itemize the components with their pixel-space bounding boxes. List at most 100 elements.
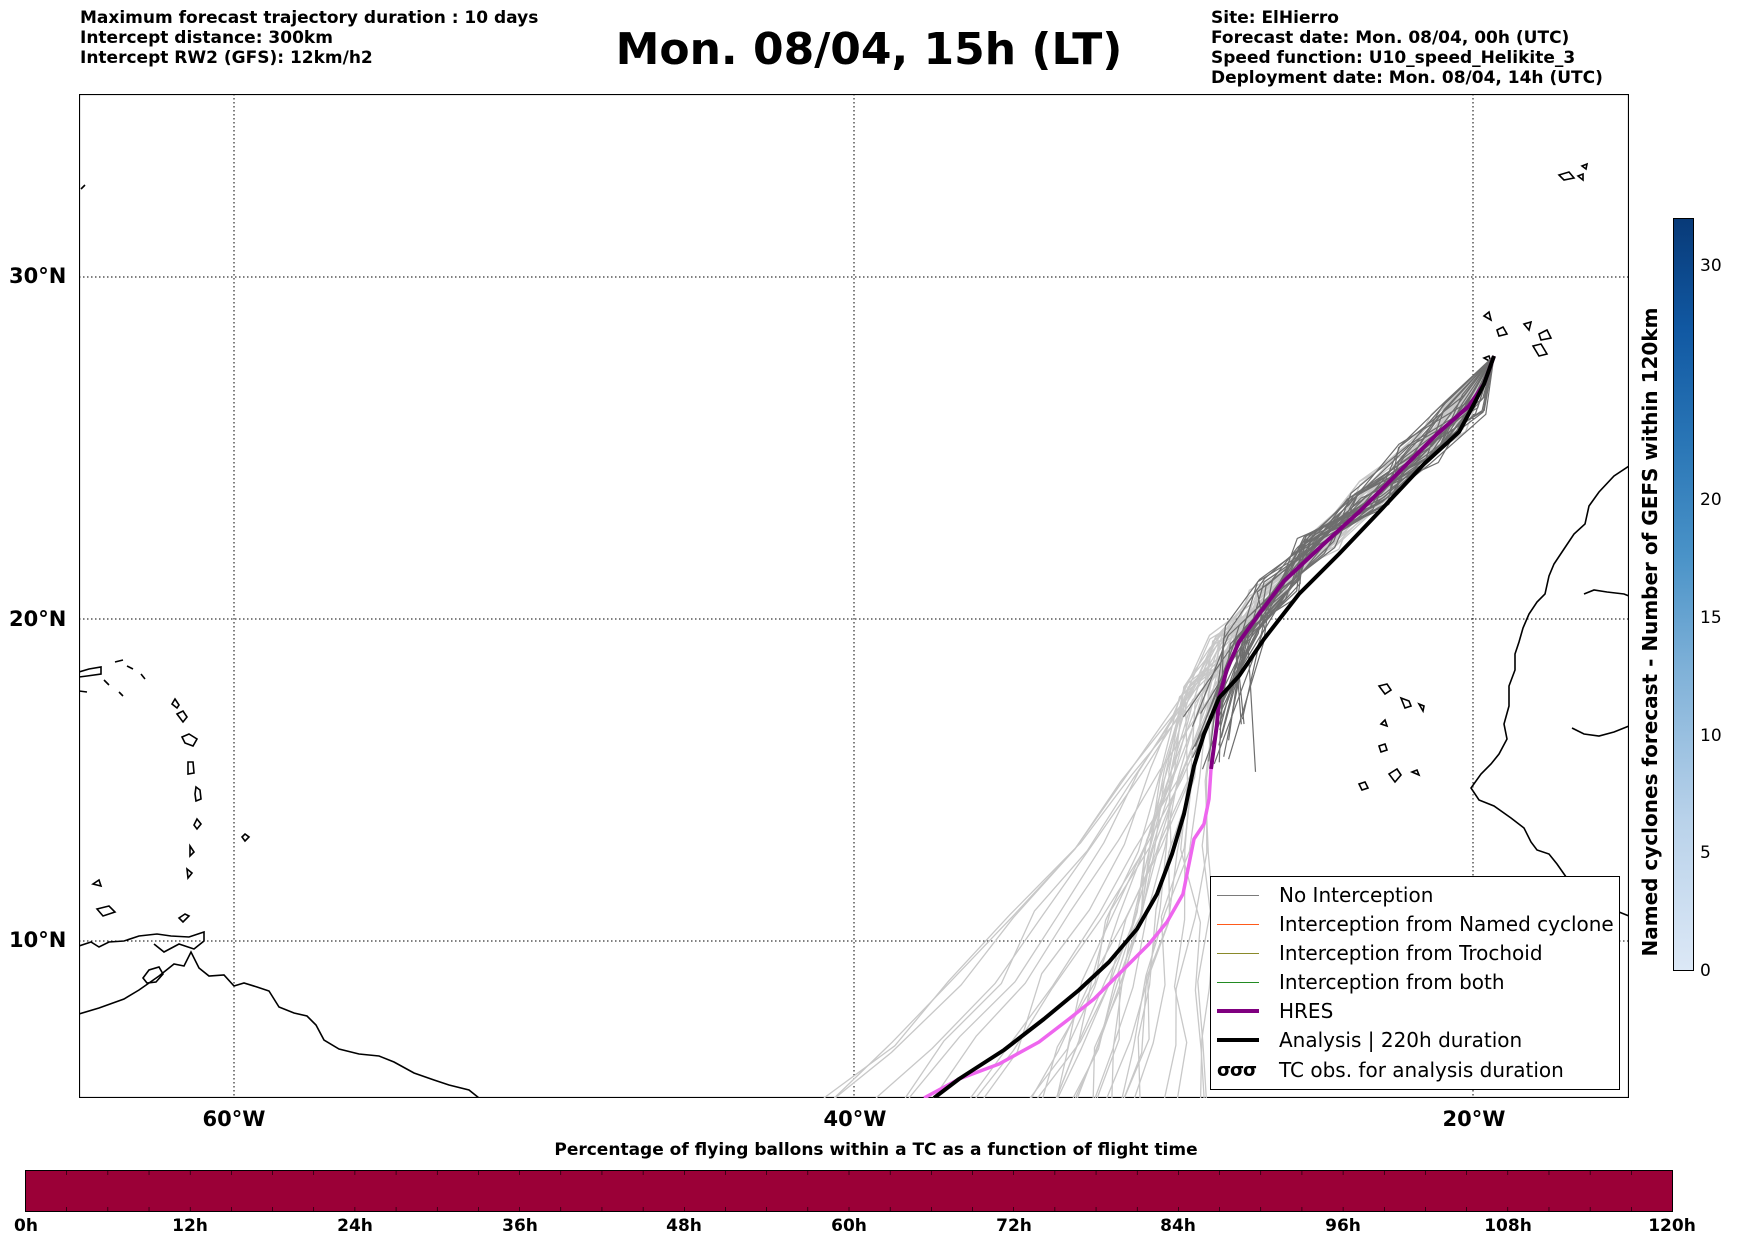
canary-2: [1496, 325, 1509, 337]
time-tick-0h: 0h: [14, 1216, 38, 1236]
time-tick-48h: 48h: [666, 1216, 702, 1236]
legend-item-analysis: Analysis | 220h duration: [1217, 1028, 1522, 1052]
trajectory-layer: [823, 355, 1495, 1099]
lesser-antilles-8: [185, 867, 194, 881]
cape-verde-4: [1377, 742, 1389, 754]
colorbar-tick-10: 10: [1700, 726, 1722, 746]
lesser-antilles-1: [170, 697, 180, 710]
lesser-antilles-5: [194, 785, 202, 803]
lat-label-20n: 20°N: [9, 607, 67, 631]
no-interception-trajectory: [1215, 355, 1495, 705]
no-interception-trajectory: [1208, 355, 1495, 762]
legend-item-both: Interception from both: [1217, 970, 1505, 994]
time-tick-84h: 84h: [1160, 1216, 1196, 1236]
legend-label: Interception from both: [1279, 970, 1505, 994]
curacao: [95, 905, 117, 917]
colorbar-tick-5: 5: [1700, 843, 1711, 863]
virgin-islands: [114, 659, 146, 680]
page-title: Mon. 08/04, 15h (LT): [615, 24, 1123, 75]
time-tick-108h: 108h: [1484, 1216, 1532, 1236]
page-title-wrap: Mon. 08/04, 15h (LT): [0, 24, 1752, 75]
site-text: Site: ElHierro: [1211, 8, 1339, 28]
cape-verde-9: [1580, 162, 1589, 171]
trinidad-coast: [141, 966, 164, 984]
lesser-antilles-6: [193, 817, 203, 831]
lon-label-20w: 20°W: [1442, 1107, 1506, 1131]
aruba: [91, 878, 103, 888]
tc-symbol-icon: σσσ: [1217, 1059, 1257, 1081]
colorbar-tick-0: 0: [1700, 961, 1711, 981]
map-legend: No Interception Interception from Named …: [1210, 876, 1620, 1090]
lat-label-10n: 10°N: [9, 928, 67, 952]
time-tick-96h: 96h: [1325, 1216, 1361, 1236]
legend-label: HRES: [1279, 999, 1334, 1023]
no-interception-trajectory: [1182, 355, 1495, 718]
bottom-bar-title: Percentage of flying ballons within a TC…: [554, 1140, 1198, 1160]
canary-5: [1522, 320, 1533, 332]
legend-label: No Interception: [1279, 883, 1434, 907]
colorbar-title: Named cyclones forecast - Number of GEFS…: [1638, 307, 1662, 957]
cape-verde-8: [1379, 718, 1389, 728]
cape-verde-6: [1387, 767, 1403, 784]
cape-verde-2: [1399, 696, 1413, 709]
canary-3: [1482, 310, 1493, 322]
small-islands-west: [78, 184, 124, 697]
no-interception-trajectory: [1204, 355, 1495, 736]
flight-time-bar: [25, 1170, 1673, 1212]
canary-4: [1531, 343, 1549, 357]
lesser-antilles-3: [180, 733, 199, 747]
lon-label-60w: 60°W: [202, 1107, 266, 1131]
time-tick-12h: 12h: [172, 1216, 208, 1236]
selvagens: [1576, 172, 1584, 182]
cape-verde-3: [1417, 702, 1425, 714]
legend-swatch: [1217, 981, 1259, 983]
flight-time-bar-ticks: [25, 1170, 1673, 1212]
hres-extended-trajectory: [923, 768, 1213, 1100]
max-duration-text: Maximum forecast trajectory duration : 1…: [80, 8, 539, 28]
venezuela-gulf: [78, 930, 205, 953]
colorbar-tick-30: 30: [1700, 256, 1722, 276]
colorbar-tick-20: 20: [1700, 490, 1722, 510]
lon-label-40w: 40°W: [823, 1107, 887, 1131]
legend-item-tc-obs: σσσ TC obs. for analysis duration: [1217, 1058, 1564, 1082]
time-tick-72h: 72h: [996, 1216, 1032, 1236]
lesser-antilles-7: [189, 843, 196, 858]
flight-time-bar-fill: [25, 1170, 1673, 1212]
cape-verde-5: [1357, 781, 1370, 791]
lesser-antilles-2: [175, 709, 188, 724]
canary-1: [1538, 328, 1553, 341]
cape-verde-1: [1377, 683, 1393, 696]
header-right-info: Site: ElHierro Forecast date: Mon. 08/04…: [1211, 8, 1603, 88]
intercept-distance-text: Intercept distance: 300km: [80, 28, 333, 48]
deployment-date-text: Deployment date: Mon. 08/04, 14h (UTC): [1211, 68, 1603, 88]
legend-swatch: [1217, 1038, 1259, 1042]
legend-label: Interception from Trochoid: [1279, 941, 1543, 965]
africa-coast: [1470, 465, 1630, 917]
madeira: [1557, 171, 1576, 181]
legend-swatch: [1217, 923, 1259, 925]
cyclone-colorbar: [1673, 218, 1694, 971]
header-left-info: Maximum forecast trajectory duration : 1…: [80, 8, 538, 68]
coastlines: [78, 162, 1630, 1099]
time-tick-60h: 60h: [831, 1216, 867, 1236]
legend-item-hres: HRES: [1217, 999, 1333, 1023]
legend-item-trochoid: Interception from Trochoid: [1217, 941, 1543, 965]
hres-trajectory: [1209, 355, 1496, 770]
legend-item-named-cyclone: Interception from Named cyclone: [1217, 912, 1614, 936]
light-trajectory: [833, 355, 1495, 1099]
legend-label: TC obs. for analysis duration: [1279, 1058, 1564, 1082]
colorbar-tick-15: 15: [1700, 608, 1722, 628]
time-tick-36h: 36h: [502, 1216, 538, 1236]
legend-swatch: [1217, 1009, 1259, 1013]
cape-verde-7: [1409, 768, 1421, 777]
south-america-coast: [78, 950, 480, 1099]
legend-label: Interception from Named cyclone: [1279, 912, 1614, 936]
light-trajectory: [1173, 355, 1495, 1099]
analysis-layer: [932, 355, 1496, 1100]
africa-bulge-detail: [1571, 725, 1630, 737]
hres-layer: [923, 355, 1496, 1100]
lesser-antilles-4: [187, 761, 195, 775]
time-tick-120h: 120h: [1648, 1216, 1696, 1236]
legend-item-no-interception: No Interception: [1217, 883, 1433, 907]
forecast-date-text: Forecast date: Mon. 08/04, 00h (UTC): [1211, 28, 1570, 48]
